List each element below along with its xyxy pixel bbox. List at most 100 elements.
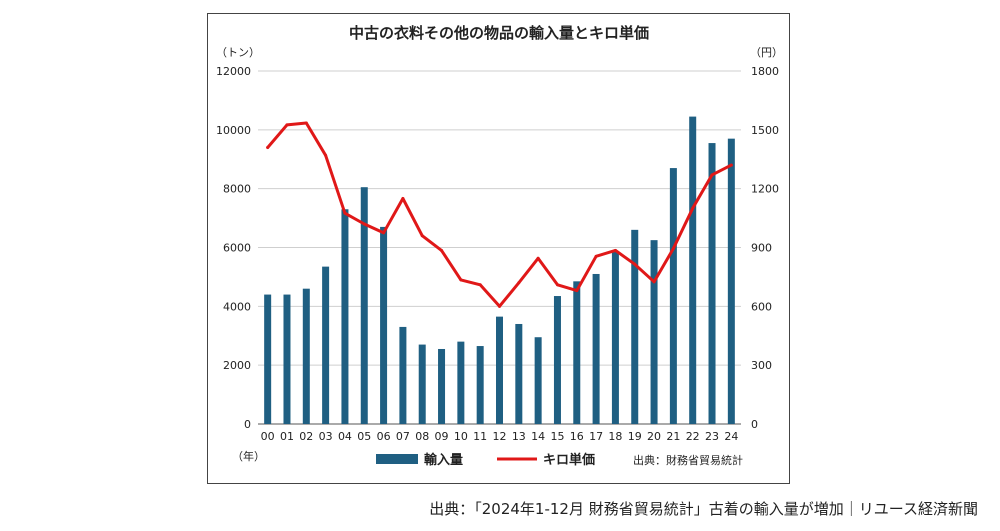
right-tick-label: 900 <box>751 242 772 255</box>
left-unit-label: （トン） <box>216 46 260 59</box>
legend-bar-swatch <box>376 454 418 464</box>
left-tick-label: 12000 <box>216 65 251 78</box>
line-point <box>382 231 386 235</box>
bar <box>727 138 735 424</box>
x-tick-label: 08 <box>415 430 429 443</box>
bar <box>708 143 716 424</box>
right-tick-label: 0 <box>751 418 758 431</box>
left-tick-label: 10000 <box>216 124 251 137</box>
bar <box>534 337 542 424</box>
x-tick-label: 19 <box>628 430 642 443</box>
legend-line-label: キロ単価 <box>543 452 595 468</box>
line-point <box>498 304 501 308</box>
x-tick-label: 00 <box>261 430 275 443</box>
bar <box>264 294 272 424</box>
x-tick-label: 01 <box>280 430 294 443</box>
right-unit-label: （円） <box>750 46 783 59</box>
image-caption: 出典：「2024年1-12月 財務省貿易統計」古着の輸入量が増加｜リユース経済新… <box>429 500 978 518</box>
line-point <box>729 163 733 167</box>
bar <box>592 273 600 424</box>
chart-title: 中古の衣料その他の物品の輸入量とキロ単価 <box>349 24 649 42</box>
bar <box>283 294 291 424</box>
line-point <box>691 206 695 210</box>
right-tick-label: 1200 <box>751 183 779 196</box>
bar <box>553 296 561 424</box>
bar <box>322 266 330 424</box>
bar <box>360 187 368 424</box>
line-point <box>478 283 482 287</box>
x-tick-label: 03 <box>319 430 333 443</box>
bar <box>669 168 677 424</box>
left-tick-label: 0 <box>244 418 251 431</box>
line-point <box>633 262 637 266</box>
x-tick-label: 17 <box>589 430 603 443</box>
price-line <box>266 121 733 308</box>
x-tick-label: 06 <box>377 430 391 443</box>
x-tick-label: 09 <box>435 430 449 443</box>
x-tick-label: 04 <box>338 430 352 443</box>
chart-svg: 中古の衣料その他の物品の輸入量とキロ単価 （トン） （円） （年） 020004… <box>216 24 783 468</box>
axis-layer: 0200040006000800010000120000300600900120… <box>216 65 779 443</box>
bar <box>611 251 619 424</box>
left-tick-label: 4000 <box>223 300 251 313</box>
bar <box>496 316 503 424</box>
left-tick-label: 8000 <box>223 183 251 196</box>
line-point <box>440 248 444 252</box>
x-tick-label: 16 <box>570 430 584 443</box>
bar <box>341 209 349 424</box>
left-tick-label: 2000 <box>223 359 251 372</box>
x-tick-label: 11 <box>473 430 487 443</box>
line-point <box>266 145 270 149</box>
bar <box>476 346 484 424</box>
x-unit-label: （年） <box>232 449 265 463</box>
line-point <box>362 222 366 226</box>
bar <box>302 288 310 424</box>
x-tick-label: 24 <box>724 430 738 443</box>
line-point <box>710 173 714 177</box>
line-point <box>459 278 463 282</box>
bar <box>631 229 639 424</box>
line-point <box>575 289 579 293</box>
line-point <box>285 123 289 127</box>
x-tick-label: 05 <box>357 430 371 443</box>
grid-layer <box>258 70 741 425</box>
line-point <box>613 248 617 252</box>
bar <box>418 344 426 424</box>
bar <box>399 326 407 424</box>
x-tick-label: 02 <box>299 430 313 443</box>
bars-layer <box>264 116 735 425</box>
line-point <box>671 246 675 250</box>
line-point <box>324 153 328 157</box>
right-tick-label: 1500 <box>751 124 779 137</box>
line-point <box>304 121 308 125</box>
line-point <box>517 281 521 285</box>
line-point <box>343 211 347 215</box>
line-point <box>401 196 405 200</box>
line-point <box>420 234 424 238</box>
legend-bar-label: 輸入量 <box>424 452 463 468</box>
bar <box>438 348 446 424</box>
bar <box>650 240 658 424</box>
bar <box>515 323 523 424</box>
line-point <box>536 256 540 260</box>
line-point <box>594 254 598 258</box>
line-point <box>652 280 656 284</box>
bar <box>573 281 581 424</box>
x-tick-label: 21 <box>666 430 680 443</box>
x-tick-label: 07 <box>396 430 410 443</box>
left-tick-label: 6000 <box>223 242 251 255</box>
bar <box>457 341 465 424</box>
line-point <box>555 283 559 287</box>
chart-frame: 中古の衣料その他の物品の輸入量とキロ単価 （トン） （円） （年） 0 2000 4… <box>207 13 790 484</box>
legend: 輸入量 キロ単価 出典：財務省貿易統計 <box>376 452 743 468</box>
x-tick-label: 13 <box>512 430 526 443</box>
right-tick-label: 300 <box>751 359 772 372</box>
bar <box>380 226 388 424</box>
x-tick-label: 22 <box>686 430 700 443</box>
line-layer <box>266 121 733 308</box>
x-tick-label: 14 <box>531 430 545 443</box>
x-tick-label: 12 <box>493 430 507 443</box>
x-tick-label: 18 <box>608 430 622 443</box>
x-tick-label: 20 <box>647 430 661 443</box>
x-tick-label: 10 <box>454 430 468 443</box>
